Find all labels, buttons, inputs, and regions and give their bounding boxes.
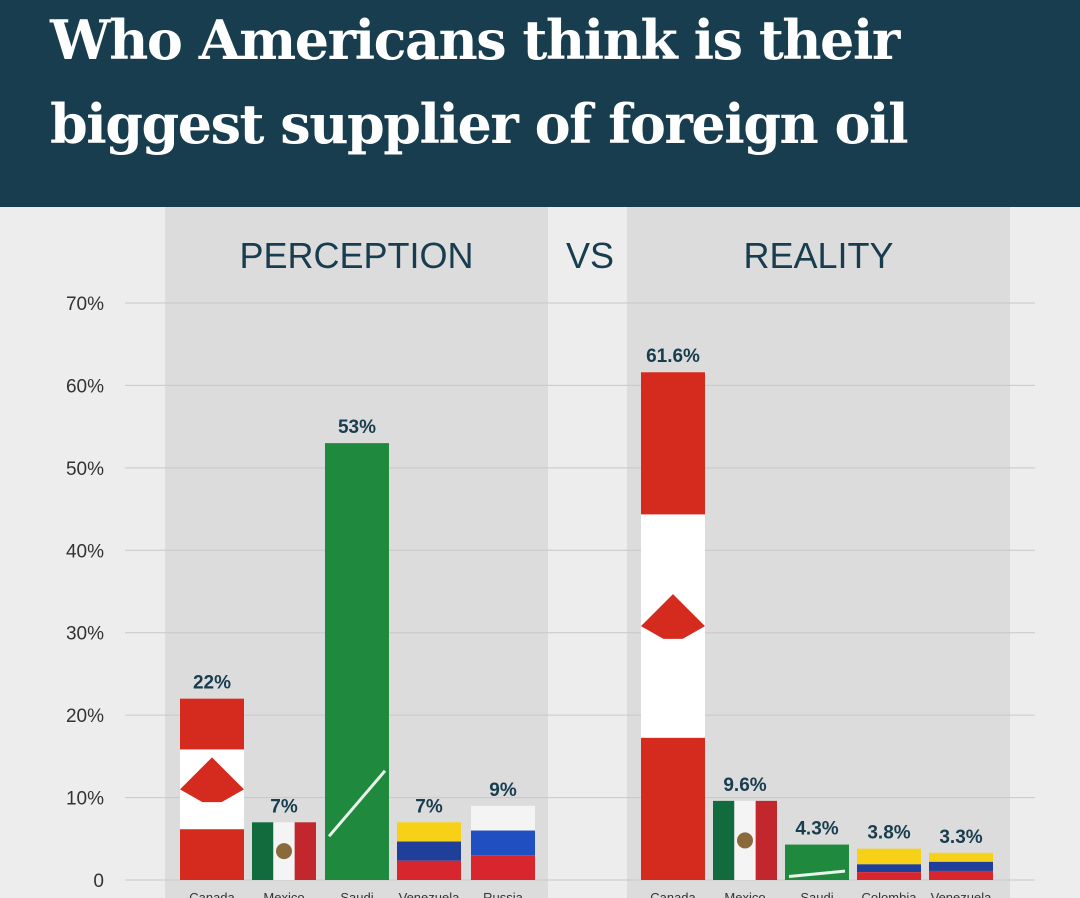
x-category-label: Venezuela — [931, 890, 992, 898]
x-category-label: Canada — [189, 890, 235, 898]
y-tick-label: 0 — [93, 871, 104, 892]
y-tick-label: 10% — [66, 789, 104, 810]
bar-value-label: 3.3% — [939, 827, 982, 848]
maple-leaf-icon — [180, 757, 244, 803]
bar-value-label: 9.6% — [723, 775, 766, 796]
sword-emblem — [788, 869, 846, 878]
y-tick-label: 40% — [66, 541, 104, 562]
flag-saudi — [325, 443, 389, 880]
eagle-emblem-icon — [737, 832, 753, 849]
bar-value-label: 7% — [415, 796, 443, 817]
flag-band — [929, 870, 993, 880]
flag-band — [180, 829, 244, 880]
sword-emblem — [327, 769, 387, 838]
bar-value-label: 9% — [489, 780, 517, 801]
flag-band — [397, 860, 461, 880]
flag-venezuela — [929, 852, 993, 862]
bar-value-label: 4.3% — [795, 819, 838, 840]
flag-mexico — [713, 800, 735, 880]
title-line-1: Who Americans think is their — [50, 8, 900, 72]
bar-value-label: 3.8% — [867, 823, 910, 844]
x-category-label: Mexico — [263, 890, 304, 898]
y-tick-label: 50% — [66, 459, 104, 480]
flag-band — [857, 872, 921, 880]
x-category-label: Canada — [650, 890, 696, 898]
flag-band — [471, 830, 535, 856]
bar-value-label: 22% — [193, 673, 231, 694]
bar-value-label: 61.6% — [646, 346, 700, 367]
bar-value-label: 53% — [338, 417, 376, 438]
y-tick-label: 20% — [66, 706, 104, 727]
x-category-label: Saudi — [340, 890, 373, 898]
eagle-emblem-icon — [276, 843, 292, 860]
vs-label: VS — [566, 235, 614, 276]
flag-band — [397, 841, 461, 861]
flag-band — [929, 861, 993, 871]
y-tick-label: 30% — [66, 624, 104, 645]
flag-band — [294, 822, 316, 880]
maple-leaf-icon — [641, 594, 705, 639]
panel-title-perception: PERCEPTION — [239, 235, 473, 276]
header: Who Americans think is their biggest sup… — [0, 0, 1080, 207]
panel-title-reality: REALITY — [743, 235, 893, 276]
y-tick-label: 70% — [66, 294, 104, 315]
flag-band — [641, 372, 705, 515]
x-category-label: Russia — [483, 890, 524, 898]
flag-band — [180, 698, 244, 750]
y-tick-label: 60% — [66, 376, 104, 397]
flag-mexico — [252, 822, 274, 880]
flag-band — [857, 864, 921, 873]
flag-band — [641, 737, 705, 880]
flag-colombia — [857, 848, 921, 865]
flag-venezuela — [397, 822, 461, 842]
x-category-label: Venezuela — [399, 890, 460, 898]
x-category-label: Mexico — [724, 890, 765, 898]
flag-band — [471, 855, 535, 880]
flag-band — [755, 800, 777, 880]
title-line-2: biggest supplier of foreign oil — [50, 92, 909, 156]
bar-value-label: 7% — [270, 796, 298, 817]
flag-russia — [471, 805, 535, 831]
x-category-label: Saudi — [800, 890, 833, 898]
x-category-label: Colombia — [862, 890, 918, 898]
